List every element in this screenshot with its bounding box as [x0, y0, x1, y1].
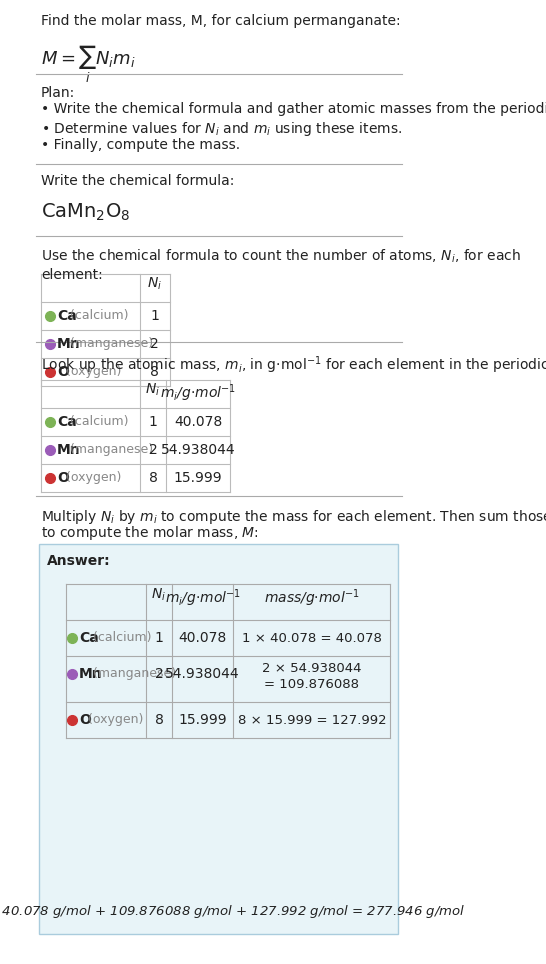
Text: 54.938044: 54.938044	[161, 443, 235, 457]
Text: 2: 2	[150, 337, 159, 351]
Text: $N_i$: $N_i$	[151, 587, 167, 603]
Text: O: O	[79, 713, 91, 727]
Text: 1: 1	[150, 309, 159, 323]
Text: Answer:: Answer:	[47, 554, 111, 568]
Text: • Determine values for $N_i$ and $m_i$ using these items.: • Determine values for $N_i$ and $m_i$ u…	[41, 120, 402, 138]
Text: Mn: Mn	[57, 443, 81, 457]
Text: $M$ = 40.078 g/mol + 109.876088 g/mol + 127.992 g/mol = 277.946 g/mol: $M$ = 40.078 g/mol + 109.876088 g/mol + …	[0, 903, 466, 921]
Text: (manganese): (manganese)	[88, 667, 176, 681]
Text: Write the chemical formula:: Write the chemical formula:	[41, 174, 234, 188]
Text: Ca: Ca	[79, 631, 99, 645]
Text: (oxygen): (oxygen)	[84, 713, 143, 727]
Text: 2: 2	[155, 667, 163, 681]
Text: Ca: Ca	[57, 415, 77, 429]
Text: 8: 8	[149, 471, 157, 485]
Text: $N_i$: $N_i$	[145, 382, 161, 398]
Text: O: O	[57, 365, 69, 379]
Text: $\mathrm{CaMn_2O_8}$: $\mathrm{CaMn_2O_8}$	[41, 202, 130, 224]
Text: $m_i$/g$\cdot$mol$^{-1}$: $m_i$/g$\cdot$mol$^{-1}$	[165, 587, 241, 608]
Text: O: O	[57, 471, 69, 485]
Text: • Write the chemical formula and gather atomic masses from the periodic table.: • Write the chemical formula and gather …	[41, 102, 546, 116]
Text: (manganese): (manganese)	[67, 337, 153, 351]
Text: (calcium): (calcium)	[67, 309, 129, 323]
Text: Mn: Mn	[79, 667, 103, 681]
Text: 40.078: 40.078	[179, 631, 227, 645]
Text: $N_i$: $N_i$	[147, 276, 162, 292]
Text: $M = \sum_i N_i m_i$: $M = \sum_i N_i m_i$	[41, 44, 135, 85]
Text: Ca: Ca	[57, 309, 77, 323]
Text: 1 × 40.078 = 40.078: 1 × 40.078 = 40.078	[242, 631, 382, 645]
Text: Look up the atomic mass, $m_i$, in g$\cdot$mol$^{-1}$ for each element in the pe: Look up the atomic mass, $m_i$, in g$\cd…	[41, 354, 546, 376]
Text: 54.938044: 54.938044	[165, 667, 240, 681]
Text: Use the chemical formula to count the number of atoms, $N_i$, for each element:: Use the chemical formula to count the nu…	[41, 248, 521, 281]
Text: 15.999: 15.999	[174, 471, 223, 485]
Text: 15.999: 15.999	[178, 713, 227, 727]
Text: to compute the molar mass, $M$:: to compute the molar mass, $M$:	[41, 524, 259, 542]
Text: Multiply $N_i$ by $m_i$ to compute the mass for each element. Then sum those val: Multiply $N_i$ by $m_i$ to compute the m…	[41, 508, 546, 526]
Text: 1: 1	[155, 631, 163, 645]
Text: $m_i$/g$\cdot$mol$^{-1}$: $m_i$/g$\cdot$mol$^{-1}$	[161, 382, 236, 404]
Text: (calcium): (calcium)	[67, 415, 129, 429]
Text: Find the molar mass, M, for calcium permanganate:: Find the molar mass, M, for calcium perm…	[41, 14, 401, 28]
Text: = 109.876088: = 109.876088	[264, 678, 359, 690]
Text: (manganese): (manganese)	[67, 443, 153, 457]
Text: (oxygen): (oxygen)	[62, 471, 121, 485]
Text: 8: 8	[155, 713, 163, 727]
Text: (calcium): (calcium)	[88, 631, 151, 645]
Text: Mn: Mn	[57, 337, 81, 351]
Text: 8 × 15.999 = 127.992: 8 × 15.999 = 127.992	[238, 713, 386, 727]
Text: mass/g$\cdot$mol$^{-1}$: mass/g$\cdot$mol$^{-1}$	[264, 587, 360, 608]
Text: 2 × 54.938044: 2 × 54.938044	[262, 662, 361, 676]
Text: Plan:: Plan:	[41, 86, 75, 100]
Text: (oxygen): (oxygen)	[62, 365, 121, 379]
Text: 40.078: 40.078	[174, 415, 222, 429]
Text: • Finally, compute the mass.: • Finally, compute the mass.	[41, 138, 240, 152]
Text: 8: 8	[150, 365, 159, 379]
Text: 2: 2	[149, 443, 157, 457]
Text: 1: 1	[149, 415, 157, 429]
FancyBboxPatch shape	[39, 544, 399, 934]
